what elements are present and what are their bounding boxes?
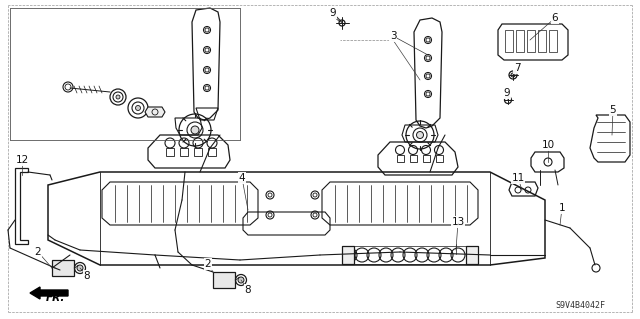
Bar bbox=[166, 148, 174, 156]
Polygon shape bbox=[145, 107, 165, 117]
Circle shape bbox=[426, 74, 430, 78]
Circle shape bbox=[238, 277, 244, 283]
Text: 2: 2 bbox=[205, 259, 211, 269]
Bar bbox=[549, 30, 557, 52]
Circle shape bbox=[205, 28, 209, 32]
Bar bbox=[435, 155, 442, 162]
Bar bbox=[208, 148, 216, 156]
Text: 6: 6 bbox=[552, 13, 558, 23]
Text: 7: 7 bbox=[514, 63, 520, 73]
Circle shape bbox=[205, 86, 209, 90]
Bar bbox=[527, 30, 535, 52]
Circle shape bbox=[426, 92, 430, 96]
Text: 5: 5 bbox=[610, 105, 616, 115]
Text: 12: 12 bbox=[15, 155, 29, 165]
Text: 3: 3 bbox=[390, 31, 396, 41]
Circle shape bbox=[191, 126, 199, 134]
Bar bbox=[538, 30, 546, 52]
Bar bbox=[466, 246, 478, 264]
Text: 3: 3 bbox=[390, 31, 396, 41]
Text: 4: 4 bbox=[239, 173, 245, 183]
Circle shape bbox=[205, 48, 209, 52]
Text: 2: 2 bbox=[35, 247, 42, 257]
Bar bbox=[194, 148, 202, 156]
Bar bbox=[180, 148, 188, 156]
Text: 13: 13 bbox=[451, 217, 465, 227]
Text: 9: 9 bbox=[330, 8, 336, 18]
Bar bbox=[213, 272, 235, 288]
Bar bbox=[410, 155, 417, 162]
Circle shape bbox=[136, 106, 141, 110]
Text: 1: 1 bbox=[559, 203, 565, 213]
Circle shape bbox=[205, 68, 209, 72]
Circle shape bbox=[511, 73, 515, 77]
Text: 9: 9 bbox=[504, 88, 510, 98]
Circle shape bbox=[116, 95, 120, 99]
Text: FR.: FR. bbox=[45, 293, 65, 303]
Circle shape bbox=[426, 38, 430, 42]
Text: 8: 8 bbox=[244, 285, 252, 295]
Text: 9: 9 bbox=[330, 8, 336, 18]
Bar bbox=[505, 30, 513, 52]
Text: S9V4B4042F: S9V4B4042F bbox=[555, 300, 605, 309]
Circle shape bbox=[417, 131, 424, 138]
Bar bbox=[342, 246, 354, 264]
Circle shape bbox=[426, 56, 430, 60]
Circle shape bbox=[77, 265, 83, 271]
Text: 8: 8 bbox=[84, 271, 90, 281]
Text: 10: 10 bbox=[541, 140, 555, 150]
Text: 11: 11 bbox=[511, 173, 525, 183]
Bar bbox=[422, 155, 429, 162]
FancyArrow shape bbox=[30, 287, 68, 299]
Bar bbox=[397, 155, 403, 162]
Bar bbox=[52, 260, 74, 276]
Bar bbox=[516, 30, 524, 52]
